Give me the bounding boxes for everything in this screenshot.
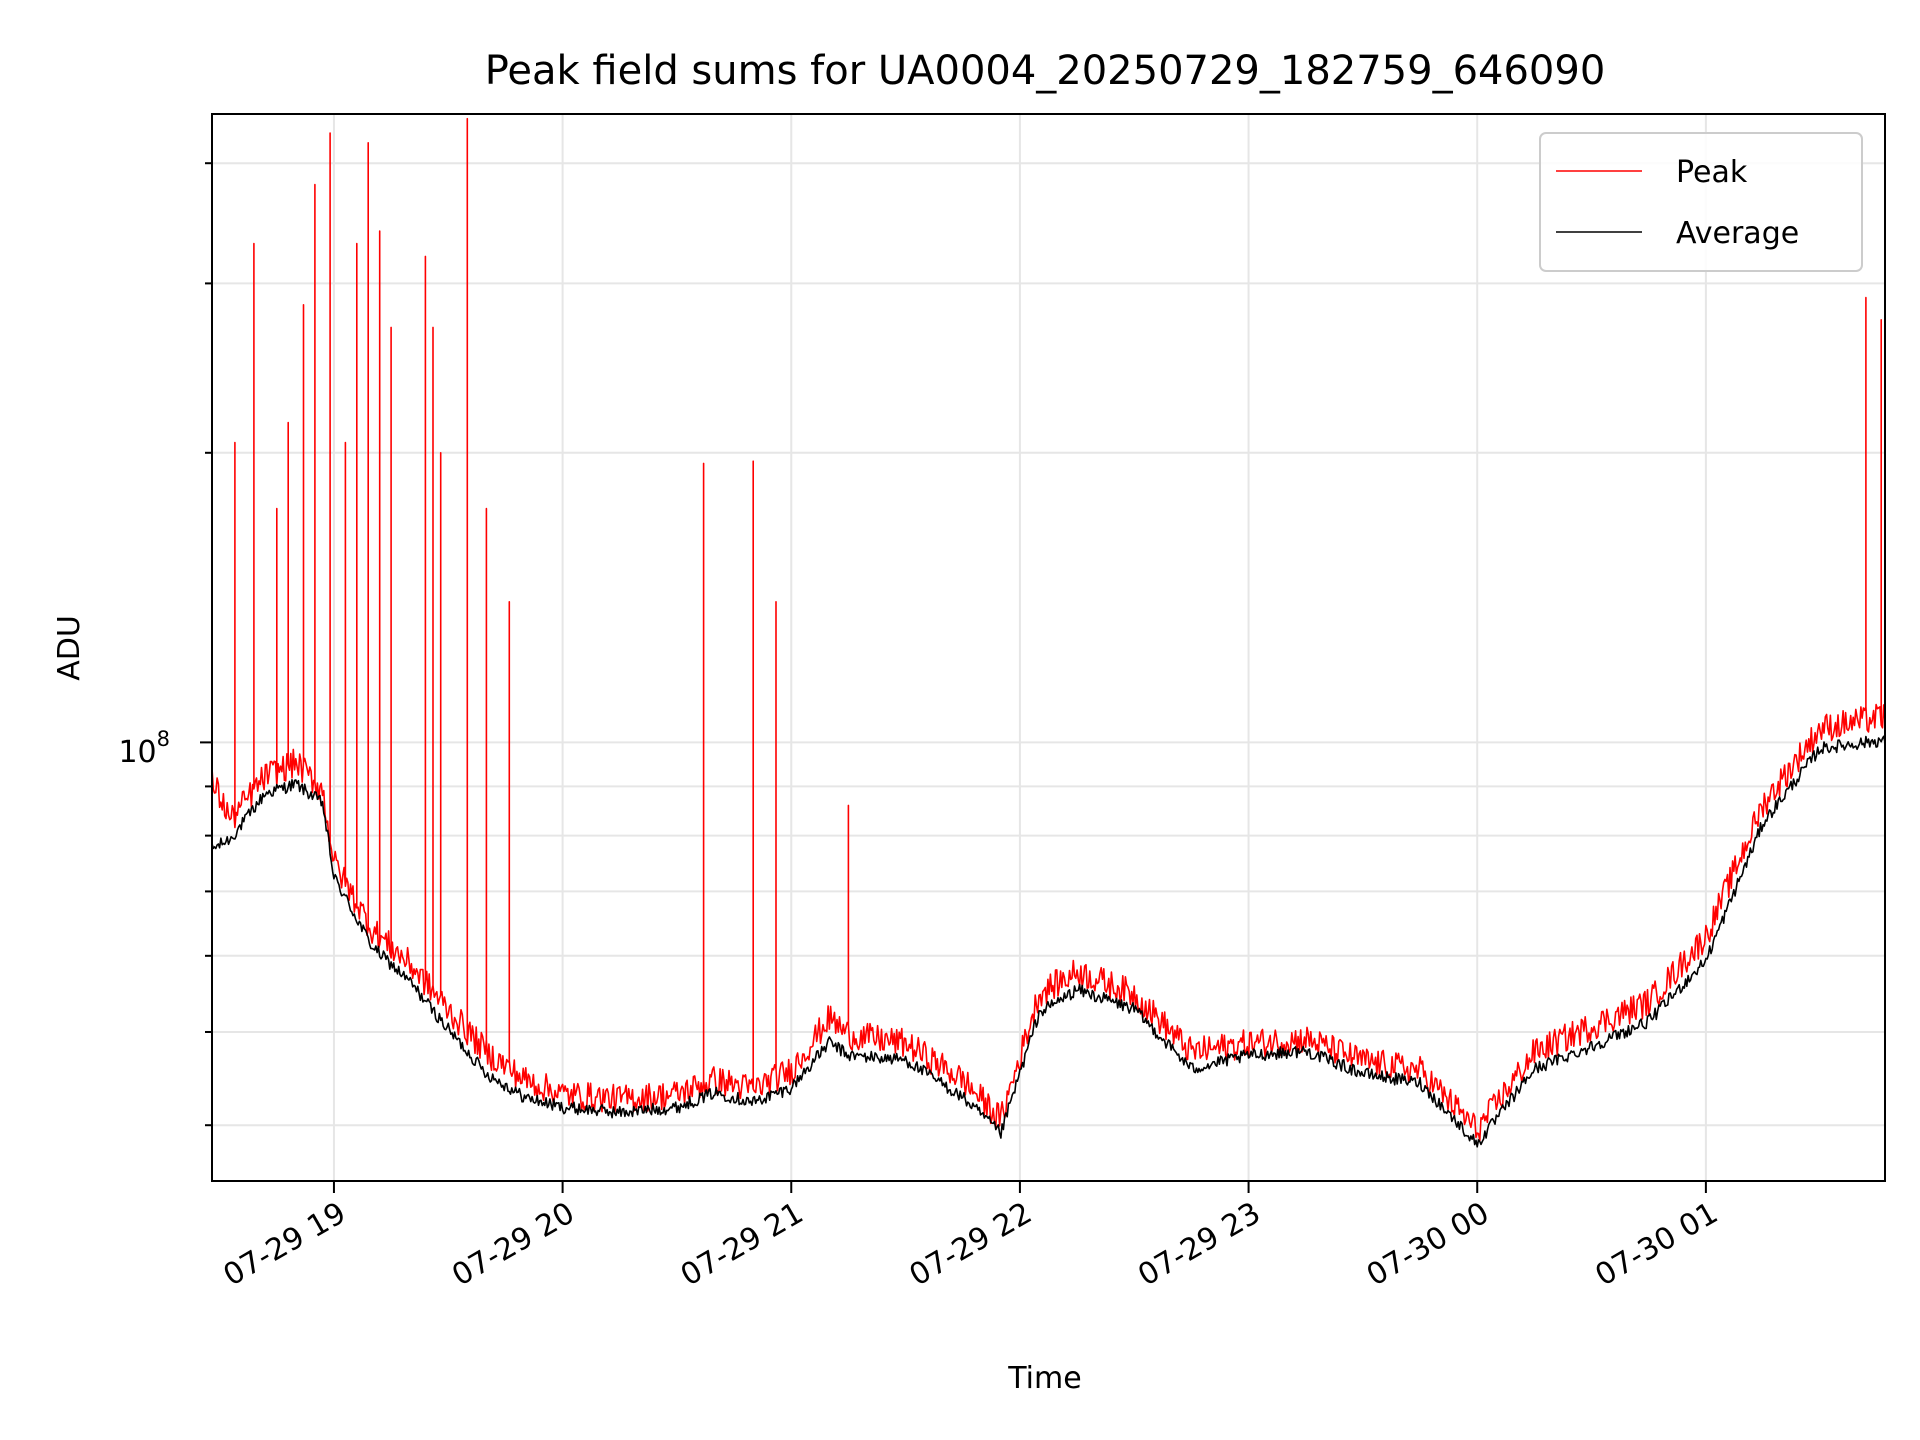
legend-box — [1539, 132, 1863, 272]
chart-title: Peak field sums for UA0004_20250729_1827… — [485, 48, 1606, 94]
legend: Peak Average — [1539, 132, 1863, 272]
axes-frame — [211, 113, 1886, 1182]
y-axis-label: ADU — [52, 615, 87, 681]
legend-average-label: Average — [1676, 216, 1799, 251]
y-tick-base: 10 — [118, 735, 156, 770]
plot-area — [212, 117, 1885, 1148]
series-line-peak — [212, 117, 1885, 1142]
series-line-average — [212, 735, 1885, 1148]
legend-peak-label: Peak — [1676, 155, 1748, 190]
series-layer — [212, 117, 1885, 1148]
y-tick-exponent: 8 — [157, 727, 170, 751]
y-axis-major-label: 108 — [118, 727, 170, 770]
x-axis-label: Time — [1007, 1361, 1081, 1396]
y-axis-ticks — [200, 162, 212, 1127]
